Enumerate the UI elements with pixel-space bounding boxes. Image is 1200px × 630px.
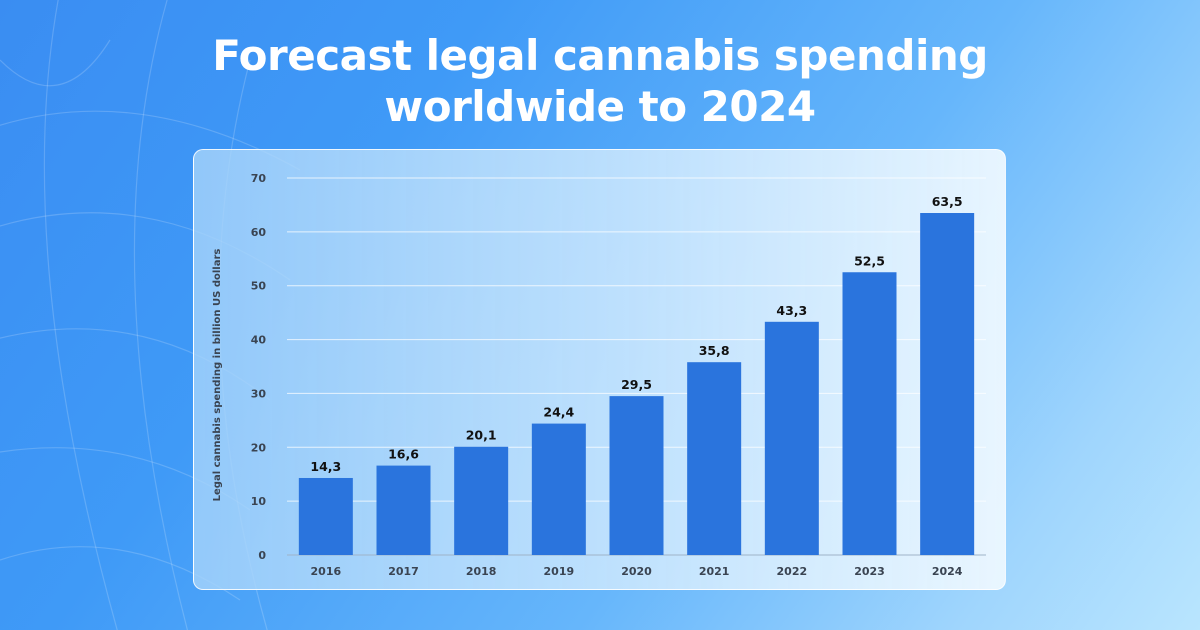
- x-tick-label: 2018: [466, 565, 497, 578]
- bar-value-label: 14,3: [310, 459, 341, 474]
- bar-value-label: 63,5: [932, 194, 963, 209]
- bar-2019: [531, 423, 586, 555]
- bar-2018: [454, 446, 509, 555]
- page-title: Forecast legal cannabis spending worldwi…: [0, 30, 1200, 132]
- bar-value-label: 20,1: [466, 428, 497, 443]
- y-tick-label: 0: [258, 549, 266, 562]
- bar-chart: 0 10 20 30 40 50 60 70 14,3 2016 16,6 2017 20,1 2018 2…: [251, 172, 986, 578]
- y-tick-label: 70: [251, 172, 267, 185]
- page-title-line-2: worldwide to 2024: [384, 82, 816, 131]
- bar-value-label: 43,3: [776, 303, 807, 318]
- bar-value-label: 24,4: [543, 405, 574, 420]
- bar-value-label: 29,5: [621, 377, 652, 392]
- bar-2020: [609, 396, 664, 555]
- bar-2017: [376, 465, 431, 555]
- bar-value-label: 16,6: [388, 447, 419, 462]
- bar-2016: [298, 477, 353, 555]
- y-axis-label: Legal cannabis spending in billion US do…: [212, 248, 223, 502]
- y-tick-label: 50: [251, 280, 267, 293]
- x-tick-label: 2020: [621, 565, 652, 578]
- bar-2024: [920, 213, 975, 555]
- x-tick-label: 2016: [311, 565, 342, 578]
- bar-2022: [764, 321, 819, 555]
- x-tick-label: 2024: [932, 565, 963, 578]
- bar-value-label: 35,8: [699, 343, 730, 358]
- x-tick-label: 2022: [777, 565, 808, 578]
- bar-value-label: 52,5: [854, 253, 885, 268]
- x-tick-label: 2023: [854, 565, 885, 578]
- bar-2023: [842, 272, 897, 555]
- bar-2021: [687, 362, 742, 555]
- page-title-line-1: Forecast legal cannabis spending: [212, 31, 988, 80]
- chart-card: 0 10 20 30 40 50 60 70 14,3 2016 16,6 2017 20,1 2018 2…: [193, 149, 1006, 590]
- y-tick-label: 20: [251, 441, 267, 454]
- x-tick-label: 2019: [544, 565, 575, 578]
- x-tick-label: 2021: [699, 565, 730, 578]
- y-tick-label: 10: [251, 495, 267, 508]
- x-tick-label: 2017: [388, 565, 419, 578]
- y-tick-label: 30: [251, 387, 267, 400]
- y-tick-label: 40: [251, 334, 267, 347]
- y-tick-label: 60: [251, 226, 267, 239]
